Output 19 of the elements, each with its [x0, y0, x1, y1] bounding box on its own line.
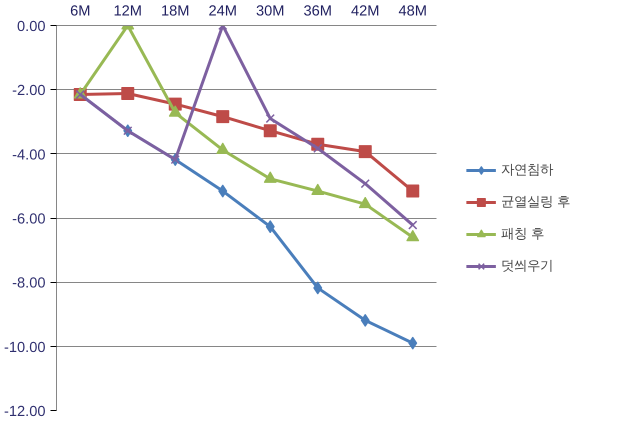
y-tick-label: -4.00	[12, 147, 46, 164]
y-tick-label: -12.00	[4, 404, 46, 420]
legend-label: 패칭 후	[500, 226, 544, 242]
legend-label: 덧씌우기	[500, 258, 553, 274]
legend-label: 균열실링 후	[500, 194, 570, 210]
y-tick-label: -8.00	[12, 276, 46, 292]
x-tick-label: 30M	[256, 4, 285, 20]
x-tick-label: 36M	[303, 4, 332, 20]
x-tick-label: 42M	[350, 4, 380, 20]
x-tick-label: 48M	[398, 4, 428, 20]
legend-label: 자연침하	[500, 162, 553, 178]
x-tick-label: 18M	[160, 4, 190, 20]
x-tick-label: 24M	[208, 4, 238, 20]
x-tick-label: 12M	[113, 4, 142, 20]
y-tick-label: -10.00	[4, 340, 46, 356]
y-tick-label: -6.00	[12, 212, 46, 228]
y-tick-label: 0.00	[16, 19, 46, 35]
y-tick-label: -2.00	[12, 83, 46, 100]
x-tick-label: 6M	[70, 4, 90, 20]
